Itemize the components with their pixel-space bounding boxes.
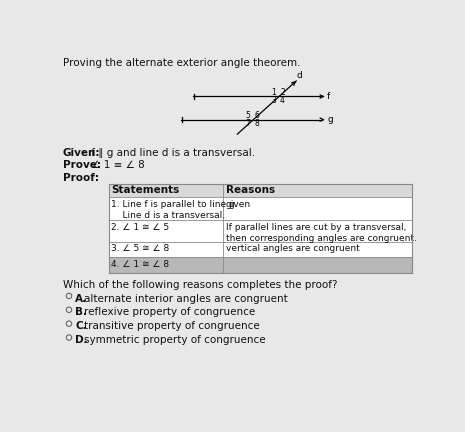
Bar [108,184,412,197]
Text: f: f [327,92,330,101]
Text: D.: D. [75,335,88,345]
Text: ∠ 1 ≡ ∠ 8: ∠ 1 ≡ ∠ 8 [88,160,145,170]
Text: 2: 2 [280,88,285,97]
Text: 2. ∠ 1 ≅ ∠ 5: 2. ∠ 1 ≅ ∠ 5 [111,223,169,232]
Text: given: given [226,200,251,209]
Text: vertical angles are congruent: vertical angles are congruent [226,245,359,253]
Text: reflexive property of congruence: reflexive property of congruence [85,308,256,318]
Text: Reasons: Reasons [226,185,275,195]
Text: Statements: Statements [111,185,179,195]
Text: 5: 5 [246,111,251,120]
Text: symmetric property of congruence: symmetric property of congruence [85,335,266,345]
Text: 8: 8 [254,119,259,128]
Text: f ∥ g and line d is a transversal.: f ∥ g and line d is a transversal. [88,148,255,158]
Text: 4. ∠ 1 ≅ ∠ 8: 4. ∠ 1 ≅ ∠ 8 [111,260,169,269]
Text: If parallel lines are cut by a transversal,
then corresponding angles are congru: If parallel lines are cut by a transvers… [226,223,416,243]
Bar [108,184,412,273]
Text: 1. Line f is parallel to line g.
    Line d is a transversal.: 1. Line f is parallel to line g. Line d … [111,200,238,220]
Text: 3: 3 [271,96,276,105]
Text: 3. ∠ 5 ≅ ∠ 8: 3. ∠ 5 ≅ ∠ 8 [111,245,169,253]
Text: Proving the alternate exterior angle theorem.: Proving the alternate exterior angle the… [63,58,300,68]
Text: 6: 6 [255,111,260,120]
Text: 1: 1 [271,88,276,97]
Text: 7: 7 [246,119,251,128]
Bar [108,242,412,257]
Bar [108,220,412,242]
Text: alternate interior angles are congruent: alternate interior angles are congruent [85,294,288,304]
Text: Proof:: Proof: [63,173,99,183]
Text: d: d [297,71,303,80]
Text: Given:: Given: [63,148,100,158]
Text: C.: C. [75,321,87,331]
Text: Which of the following reasons completes the proof?: Which of the following reasons completes… [63,280,337,290]
Text: transitive property of congruence: transitive property of congruence [85,321,260,331]
Text: g: g [327,115,333,124]
Text: A.: A. [75,294,87,304]
Text: B.: B. [75,308,87,318]
Text: 4: 4 [279,96,285,105]
Bar [108,197,412,220]
Bar [108,257,412,273]
Text: Prove:: Prove: [63,160,101,170]
